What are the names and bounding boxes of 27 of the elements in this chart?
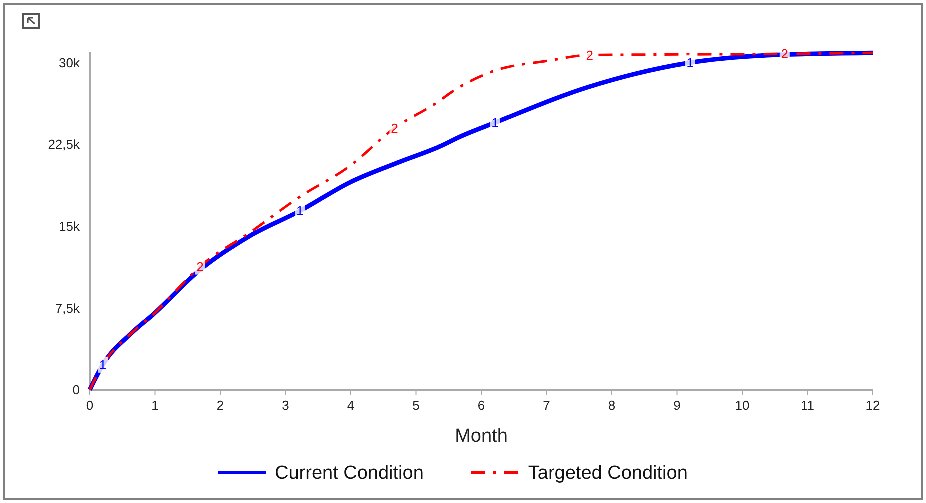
annotation: 1 [296,204,304,219]
y-tick-label: 7,5k [55,300,80,316]
x-tick-label: 11 [801,398,814,413]
annotation: 1 [99,357,107,372]
x-tick-label: 3 [282,398,290,413]
x-tick-label: 12 [866,398,880,413]
annotation: 2 [586,48,594,63]
x-axis-title: Month [455,426,508,447]
x-tick-label: 0 [86,398,94,413]
annotation: 1 [492,115,499,130]
y-tick-label: 15k [59,219,80,234]
legend-label: Targeted Condition [528,463,688,484]
x-tick-label: 10 [735,398,750,413]
x-tick-label: 9 [674,398,681,413]
annotation: 2 [781,46,789,62]
x-tick-label: 8 [608,398,616,413]
x-tick-label: 4 [347,398,355,413]
y-tick-label: 30k [59,55,80,70]
legend-label: Current Condition [275,463,424,484]
x-tick-label: 1 [152,398,159,413]
x-tick-label: 5 [412,398,420,413]
x-tick-label: 7 [543,398,550,413]
y-tick-label: 0 [72,382,80,398]
y-tick-label: 22,5k [48,137,80,152]
x-tick-label: 2 [216,398,224,413]
annotation: 1 [686,55,694,70]
x-tick-label: 6 [478,398,486,413]
